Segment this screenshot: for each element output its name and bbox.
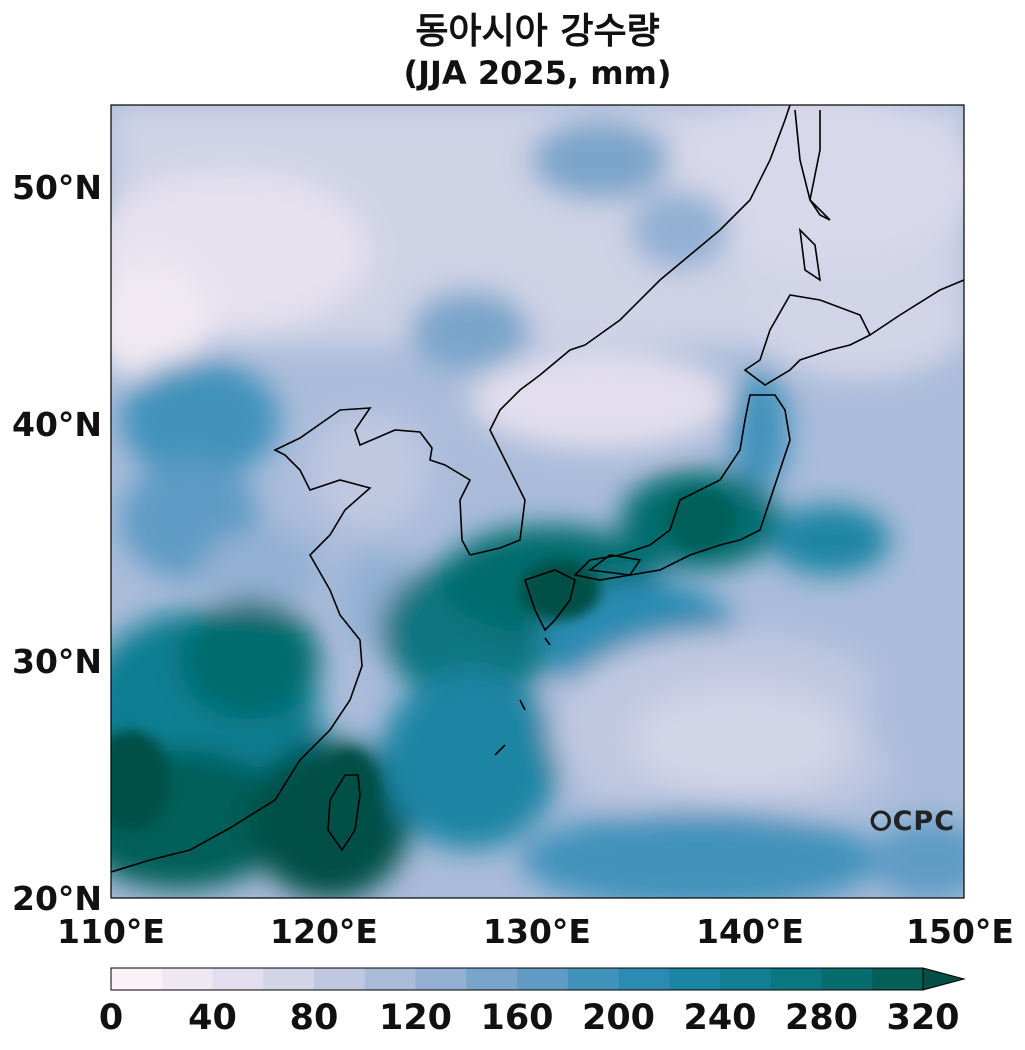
lat-label-30n: 30°N bbox=[12, 642, 103, 681]
map-frame bbox=[110, 104, 965, 899]
colorbar-bin bbox=[517, 968, 569, 990]
colorbar-bin bbox=[821, 968, 873, 990]
colorbar bbox=[110, 967, 966, 991]
lat-label-40n: 40°N bbox=[12, 405, 103, 444]
colorbar-tick-label: 40 bbox=[188, 998, 237, 1038]
colorbar-bin bbox=[466, 968, 518, 990]
colorbar-bin bbox=[872, 968, 924, 990]
colorbar-tick-label: 200 bbox=[581, 998, 656, 1038]
lon-label-110e: 110°E bbox=[57, 912, 165, 951]
lon-label-140e: 140°E bbox=[696, 912, 804, 951]
colorbar-bin bbox=[161, 968, 213, 990]
lon-label-130e: 130°E bbox=[483, 912, 591, 951]
lat-label-20n: 20°N bbox=[12, 879, 103, 918]
colorbar-tick-label: 80 bbox=[289, 998, 339, 1038]
watermark-text: CPC bbox=[892, 806, 956, 837]
colorbar-tick-label: 240 bbox=[683, 998, 757, 1038]
colorbar-frame bbox=[110, 967, 924, 991]
cpc-watermark: ⭘CPC bbox=[870, 806, 955, 838]
colorbar-bin bbox=[720, 968, 772, 990]
lon-label-150e: 150°E bbox=[906, 912, 1014, 951]
colorbar-tick-label: 0 bbox=[98, 998, 124, 1038]
colorbar-bin bbox=[263, 968, 315, 990]
precipitation-field bbox=[111, 105, 964, 898]
lon-label-120e: 120°E bbox=[270, 912, 378, 951]
colorbar-bin bbox=[770, 968, 822, 990]
colorbar-bin bbox=[111, 968, 163, 990]
colorbar-bin bbox=[314, 968, 366, 990]
map-subtitle: (JJA 2025, mm) bbox=[403, 54, 672, 92]
colorbar-bin bbox=[669, 968, 721, 990]
colorbar-bin bbox=[567, 968, 619, 990]
colorbar-tick-label: 320 bbox=[886, 998, 960, 1038]
colorbar-tick-label: 120 bbox=[378, 998, 453, 1038]
colorbar-tick-label: 160 bbox=[480, 998, 554, 1038]
cpc-logo-icon: ⭘ bbox=[870, 806, 893, 837]
colorbar-bin bbox=[212, 968, 264, 990]
colorbar-tick-label: 280 bbox=[784, 998, 859, 1038]
coastlines bbox=[111, 105, 964, 873]
colorbar-extend-arrow bbox=[922, 967, 966, 991]
lat-label-50n: 50°N bbox=[12, 168, 103, 207]
colorbar-bin bbox=[618, 968, 670, 990]
map-title: 동아시아 강수량 bbox=[415, 11, 660, 52]
colorbar-bin bbox=[364, 968, 416, 990]
colorbar-bin bbox=[415, 968, 467, 990]
